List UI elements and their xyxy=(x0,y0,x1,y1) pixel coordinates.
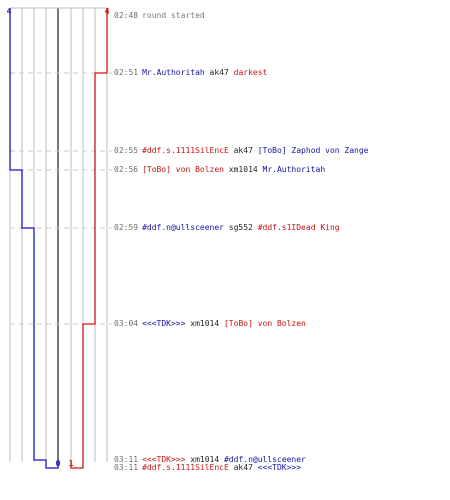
player-name: [ToBo] von Bolzen xyxy=(142,165,224,174)
player-name: #ddf.s.1111SilEncE xyxy=(142,146,229,155)
log-time: 02:56 xyxy=(114,165,139,174)
log-row: 02:55 #ddf.s.1111SilEncE ak47 [ToBo] Zaph… xyxy=(114,146,368,156)
weapon-name: xm1014 xyxy=(223,165,258,174)
log-time: 02:59 xyxy=(114,223,139,232)
score-label-top-right: 4 xyxy=(105,7,110,16)
player-name: #ddf.s1IDead King xyxy=(252,223,340,232)
player-name: Mr.Authoritah xyxy=(257,165,326,174)
player-name: <<<TDK>>> xyxy=(142,319,186,328)
player-name: #ddf.s.1111SilEncE xyxy=(142,463,229,472)
log-row: 03:11 #ddf.s.1111SilEncE ak47 <<<TDK>>> xyxy=(114,463,301,473)
player-name: [ToBo] Zaphod von Zange xyxy=(252,146,369,155)
log-time: 02:48 xyxy=(114,11,139,20)
blue-team-score-line xyxy=(9,8,59,469)
weapon-name: ak47 xyxy=(204,68,229,77)
red-team-score-line xyxy=(70,8,108,469)
log-message: round started xyxy=(142,11,205,20)
weapon-name: xm1014 xyxy=(185,319,220,328)
player-name: #ddf.n@ullsceener xyxy=(219,455,306,464)
log-row: 03:04 <<<TDK>>> xm1014 [ToBo] von Bolzen xyxy=(114,319,306,329)
score-timeline-chart: 4 4 0 1 xyxy=(7,7,112,469)
player-name: Mr.Authoritah xyxy=(142,68,205,77)
log-time: 03:04 xyxy=(114,319,139,328)
log-row: 03:11 <<<TDK>>> xm1014 #ddf.n@ullsceener xyxy=(114,455,306,465)
kill-log: 02:48 round started 02:51 Mr.Authoritah ak4… xyxy=(114,0,450,500)
player-name: darkest xyxy=(228,68,268,77)
score-label-bottom-zero: 0 xyxy=(56,459,61,468)
player-name: <<<TDK>>> xyxy=(252,463,302,472)
weapon-name: sg552 xyxy=(223,223,253,232)
log-time: 03:11 xyxy=(114,455,139,464)
player-name: [ToBo] von Bolzen xyxy=(219,319,306,328)
score-lines xyxy=(9,8,108,469)
log-row: 02:51 Mr.Authoritah ak47 darkest xyxy=(114,68,267,78)
log-row: 02:48 round started xyxy=(114,11,205,21)
weapon-name: ak47 xyxy=(228,146,253,155)
log-row: 02:56 [ToBo] von Bolzen xm1014 Mr.Authori… xyxy=(114,165,325,175)
log-time: 02:51 xyxy=(114,68,139,77)
score-label-bottom-one: 1 xyxy=(69,459,74,468)
weapon-name: xm1014 xyxy=(185,455,220,464)
score-label-top-left: 4 xyxy=(7,7,12,16)
weapon-name: ak47 xyxy=(228,463,253,472)
log-time: 03:11 xyxy=(114,463,139,472)
score-grid xyxy=(9,7,108,462)
player-name: <<<TDK>>> xyxy=(142,455,186,464)
player-name: #ddf.n@ullsceener xyxy=(142,223,224,232)
log-time: 02:55 xyxy=(114,146,139,155)
event-dash-lines xyxy=(10,72,112,325)
log-row: 02:59 #ddf.n@ullsceener sg552 #ddf.s1IDea… xyxy=(114,223,340,233)
